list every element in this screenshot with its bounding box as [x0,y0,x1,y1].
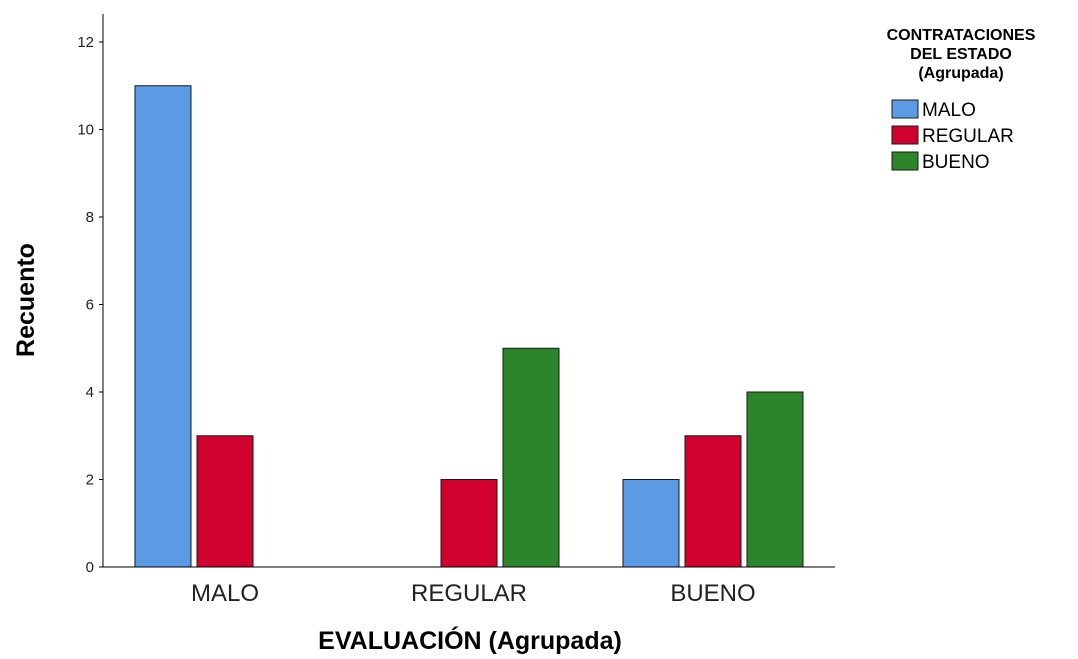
y-tick-label: 2 [86,472,94,489]
legend: CONTRATACIONES DEL ESTADO (Agrupada) MAL… [887,27,1036,173]
y-tick-label: 6 [86,297,94,314]
y-axis-ticks: 0 2 4 6 8 10 12 [77,34,103,576]
y-tick-label: 12 [77,34,94,51]
legend-title-line-2: DEL ESTADO [910,46,1012,63]
y-tick-label: 4 [86,384,94,401]
legend-label-malo: MALO [922,100,976,121]
x-category-label: REGULAR [411,580,527,607]
legend-title-line-3: (Agrupada) [918,65,1003,82]
y-tick-label: 8 [86,209,94,226]
bars [134,85,804,568]
legend-items: MALO REGULAR BUENO [891,99,1014,173]
bar-bueno-bueno [746,391,804,568]
bar-malo-malo [134,85,192,568]
legend-label-bueno: BUENO [922,152,990,173]
x-category-label: BUENO [670,580,755,607]
bar-bueno-malo [622,479,680,568]
legend-label-regular: REGULAR [922,126,1014,147]
x-axis-categories: MALO REGULAR BUENO [191,580,756,607]
bar-malo-regular [196,435,254,568]
bar-regular-bueno [502,347,560,568]
y-axis-title: Recuento [12,243,40,357]
legend-swatch-bueno [891,151,919,171]
bar-bueno-regular [684,435,742,568]
x-axis-title: EVALUACIÓN (Agrupada) [318,625,622,655]
y-tick-label: 0 [86,559,94,576]
bar-regular-regular [440,479,498,568]
x-category-label: MALO [191,580,259,607]
legend-swatch-regular [891,125,919,145]
legend-swatch-malo [891,99,919,119]
legend-title-line-1: CONTRATACIONES [887,27,1036,44]
y-tick-label: 10 [77,122,94,139]
